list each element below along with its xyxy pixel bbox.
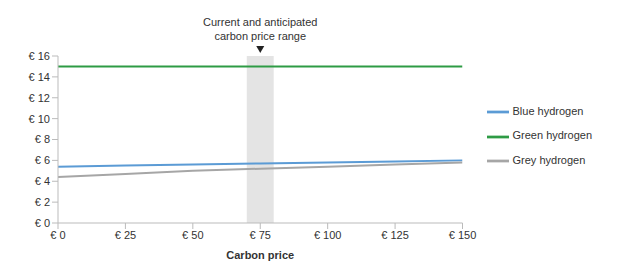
svg-text:€ 50: € 50 (182, 229, 203, 241)
svg-text:€ 75: € 75 (250, 229, 271, 241)
svg-text:€ 14: € 14 (29, 71, 50, 83)
svg-text:€ 125: € 125 (381, 229, 409, 241)
svg-text:€ 0: € 0 (50, 229, 65, 241)
svg-text:€ 8: € 8 (35, 133, 50, 145)
svg-text:€ 6: € 6 (35, 154, 50, 166)
svg-text:€ 16: € 16 (29, 50, 50, 62)
svg-text:Current and anticipated: Current and anticipated (203, 16, 317, 28)
html-text:Blue hydrogen: Blue hydrogen (512, 105, 584, 118)
svg-text:carbon price range: carbon price range (214, 30, 306, 42)
svg-text:Carbon price: Carbon price (226, 249, 294, 261)
html-text:Grey hydrogen: Grey hydrogen (512, 153, 586, 166)
svg-text:€ 150: € 150 (449, 229, 477, 241)
svg-text:€ 25: € 25 (115, 229, 136, 241)
svg-text:€ 10: € 10 (29, 113, 50, 125)
svg-text:€ 100: € 100 (314, 229, 342, 241)
html-text:Green hydrogen: Green hydrogen (512, 129, 592, 142)
svg-text:€ 12: € 12 (29, 92, 50, 104)
svg-text:€ 0: € 0 (35, 217, 50, 229)
svg-text:€ 4: € 4 (35, 175, 50, 187)
svg-text:€ 2: € 2 (35, 196, 50, 208)
